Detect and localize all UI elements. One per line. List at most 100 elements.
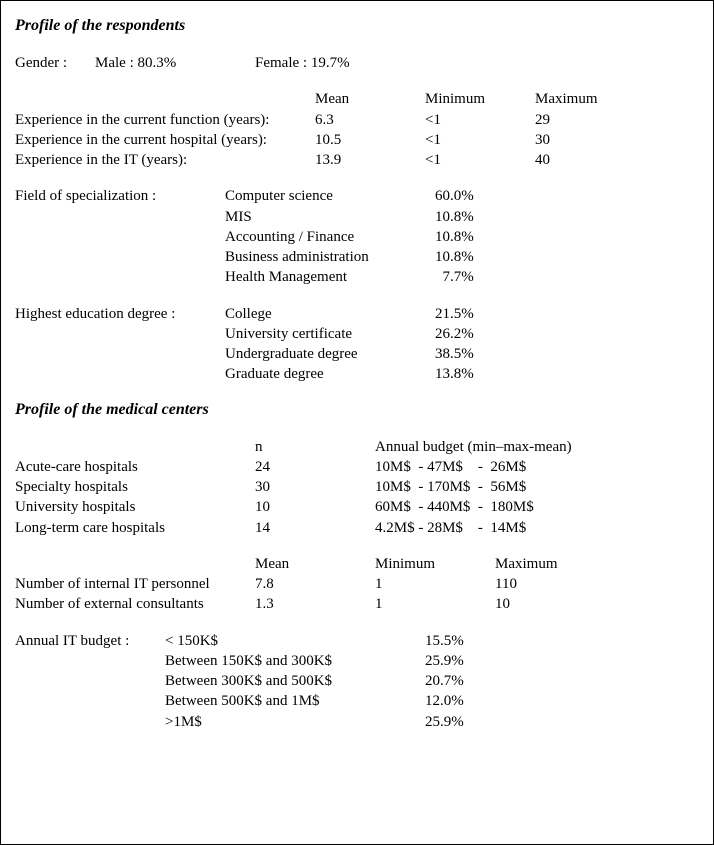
budget-pct: 20.7% — [425, 671, 515, 691]
experience-row: Experience in the current hospital (year… — [15, 130, 699, 150]
document-page: Profile of the respondents Gender : Male… — [0, 0, 714, 845]
it-label: Number of internal IT personnel — [15, 574, 255, 594]
it-hdr-min: Minimum — [375, 554, 495, 574]
it-row: Number of internal IT personnel 7.8 1 11… — [15, 574, 699, 594]
field-row: Health Management 7.7% — [15, 267, 699, 287]
mc-hdr-budget: Annual budget (min–max-mean) — [375, 437, 655, 457]
exp-mean: 13.9 — [315, 150, 425, 170]
exp-hdr-mean: Mean — [315, 89, 425, 109]
it-row: Number of external consultants 1.3 1 10 — [15, 594, 699, 614]
budget-pct: 15.5% — [425, 631, 515, 651]
edu-pct: 26.2% — [435, 324, 515, 344]
center-row: University hospitals 10 60M$ - 440M$ - 1… — [15, 497, 699, 517]
exp-label: Experience in the IT (years): — [15, 150, 315, 170]
experience-row: Experience in the IT (years): 13.9 <1 40 — [15, 150, 699, 170]
edu-pct: 38.5% — [435, 344, 515, 364]
centers-header: n Annual budget (min–max-mean) — [15, 437, 699, 457]
mc-n: 30 — [255, 477, 375, 497]
it-label: Number of external consultants — [15, 594, 255, 614]
budget-range: Between 300K$ and 500K$ — [165, 671, 425, 691]
field-row: Field of specialization : Computer scien… — [15, 186, 699, 206]
mc-name: Specialty hospitals — [15, 477, 255, 497]
mc-budget: 10M$ - 47M$ - 26M$ — [375, 457, 655, 477]
field-name: Computer science — [225, 186, 435, 206]
gender-label: Gender : — [15, 53, 95, 73]
field-name: MIS — [225, 207, 435, 227]
it-max: 110 — [495, 574, 517, 594]
center-row: Long-term care hospitals 14 4.2M$ - 28M$… — [15, 518, 699, 538]
edu-pct: 13.8% — [435, 364, 515, 384]
experience-row: Experience in the current function (year… — [15, 110, 699, 130]
it-mean: 7.8 — [255, 574, 375, 594]
field-row: Business administration 10.8% — [15, 247, 699, 267]
budget-range: Between 500K$ and 1M$ — [165, 691, 425, 711]
field-row: Accounting / Finance 10.8% — [15, 227, 699, 247]
exp-mean: 6.3 — [315, 110, 425, 130]
mc-n: 10 — [255, 497, 375, 517]
gender-row: Gender : Male : 80.3% Female : 19.7% — [15, 53, 699, 73]
edu-name: Graduate degree — [225, 364, 435, 384]
edu-row: Highest education degree : College 21.5% — [15, 304, 699, 324]
field-label: Field of specialization : — [15, 186, 225, 206]
budget-label: Annual IT budget : — [15, 631, 165, 651]
exp-label: Experience in the current function (year… — [15, 110, 315, 130]
edu-pct: 21.5% — [435, 304, 515, 324]
budget-row: Between 300K$ and 500K$ 20.7% — [15, 671, 699, 691]
gender-female: Female : 19.7% — [255, 53, 350, 73]
field-name: Health Management — [225, 267, 435, 287]
budget-pct: 25.9% — [425, 712, 515, 732]
mc-hdr-n: n — [255, 437, 375, 457]
exp-min: <1 — [425, 130, 535, 150]
budget-range: < 150K$ — [165, 631, 425, 651]
mc-n: 24 — [255, 457, 375, 477]
mc-budget: 10M$ - 170M$ - 56M$ — [375, 477, 655, 497]
exp-mean: 10.5 — [315, 130, 425, 150]
field-row: MIS 10.8% — [15, 207, 699, 227]
mc-budget: 4.2M$ - 28M$ - 14M$ — [375, 518, 655, 538]
experience-header: Mean Minimum Maximum — [15, 89, 699, 109]
it-max: 10 — [495, 594, 510, 614]
field-name: Business administration — [225, 247, 435, 267]
exp-max: 40 — [535, 150, 550, 170]
edu-name: College — [225, 304, 435, 324]
section2-title: Profile of the medical centers — [15, 401, 699, 419]
budget-row: >1M$ 25.9% — [15, 712, 699, 732]
edu-row: Graduate degree 13.8% — [15, 364, 699, 384]
mc-n: 14 — [255, 518, 375, 538]
it-hdr-max: Maximum — [495, 554, 558, 574]
budget-pct: 12.0% — [425, 691, 515, 711]
budget-range: >1M$ — [165, 712, 425, 732]
it-header: Mean Minimum Maximum — [15, 554, 699, 574]
edu-name: University certificate — [225, 324, 435, 344]
center-row: Specialty hospitals 30 10M$ - 170M$ - 56… — [15, 477, 699, 497]
budget-row: Annual IT budget : < 150K$ 15.5% — [15, 631, 699, 651]
mc-name: Acute-care hospitals — [15, 457, 255, 477]
budget-range: Between 150K$ and 300K$ — [165, 651, 425, 671]
section1-title: Profile of the respondents — [15, 17, 699, 35]
mc-name: Long-term care hospitals — [15, 518, 255, 538]
exp-min: <1 — [425, 150, 535, 170]
center-row: Acute-care hospitals 24 10M$ - 47M$ - 26… — [15, 457, 699, 477]
it-min: 1 — [375, 574, 495, 594]
field-pct: 10.8% — [435, 227, 515, 247]
mc-budget: 60M$ - 440M$ - 180M$ — [375, 497, 655, 517]
exp-hdr-min: Minimum — [425, 89, 535, 109]
exp-min: <1 — [425, 110, 535, 130]
budget-pct: 25.9% — [425, 651, 515, 671]
field-pct: 7.7% — [435, 267, 515, 287]
exp-max: 29 — [535, 110, 550, 130]
exp-label: Experience in the current hospital (year… — [15, 130, 315, 150]
mc-name: University hospitals — [15, 497, 255, 517]
field-pct: 60.0% — [435, 186, 515, 206]
field-name: Accounting / Finance — [225, 227, 435, 247]
it-hdr-mean: Mean — [255, 554, 375, 574]
edu-row: University certificate 26.2% — [15, 324, 699, 344]
it-mean: 1.3 — [255, 594, 375, 614]
field-pct: 10.8% — [435, 247, 515, 267]
exp-hdr-max: Maximum — [535, 89, 598, 109]
edu-name: Undergraduate degree — [225, 344, 435, 364]
exp-max: 30 — [535, 130, 550, 150]
gender-male: Male : 80.3% — [95, 53, 255, 73]
it-min: 1 — [375, 594, 495, 614]
budget-row: Between 150K$ and 300K$ 25.9% — [15, 651, 699, 671]
